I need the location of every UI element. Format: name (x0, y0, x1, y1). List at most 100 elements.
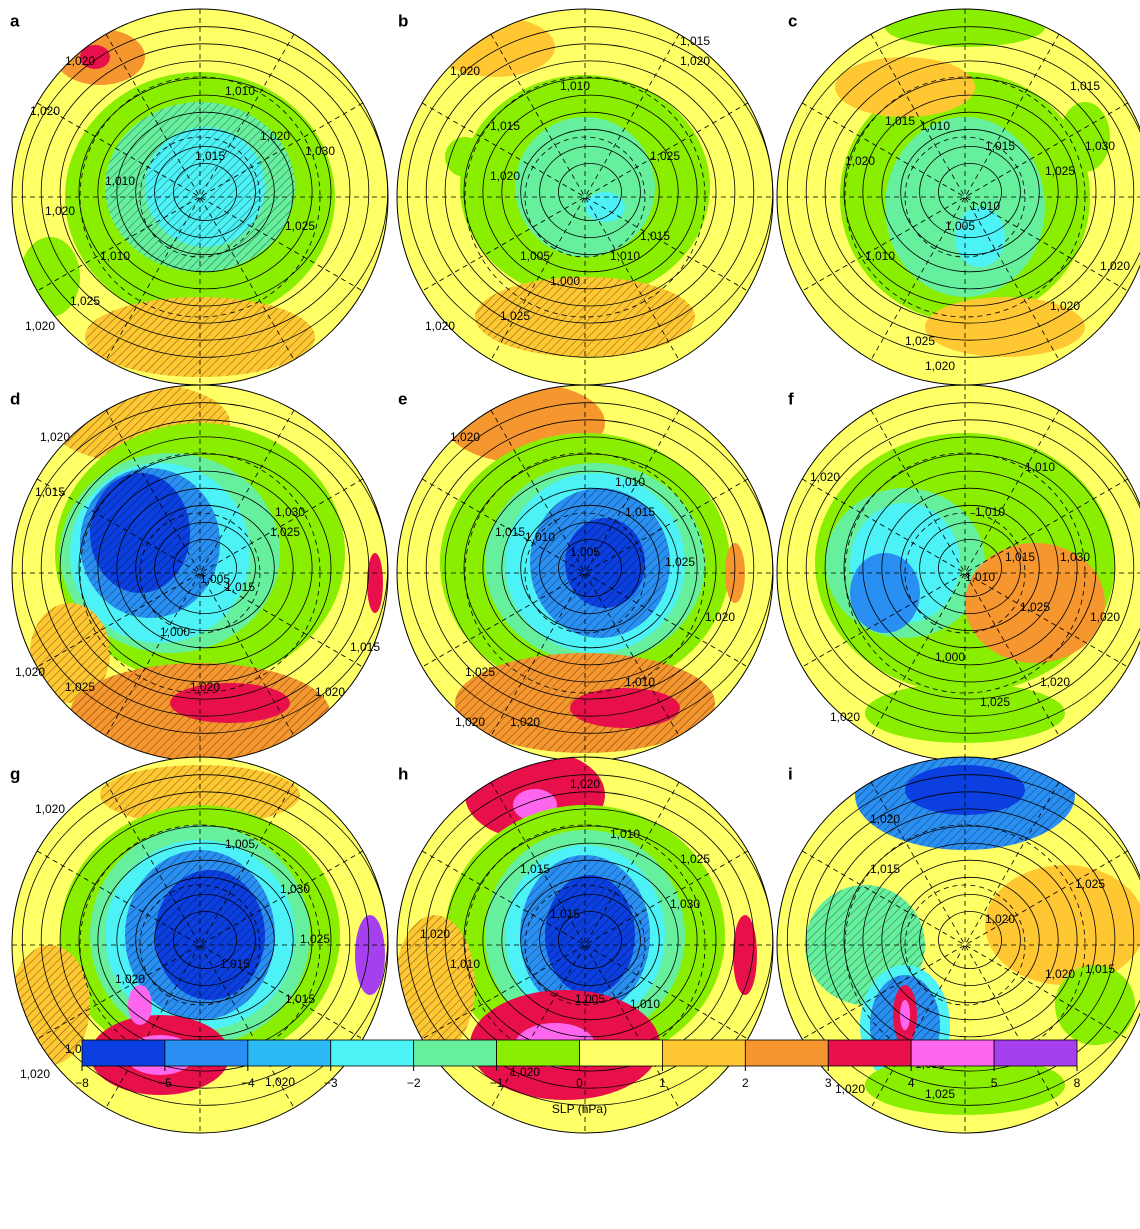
contour-label: 1,010 (225, 84, 255, 98)
contour-label: 1,030 (305, 144, 335, 158)
contour-label: 1,020 (680, 54, 710, 68)
colorbar-tick-label: −3 (324, 1076, 338, 1090)
contour-label: 1,025 (665, 555, 695, 569)
contour-label: 1,020 (1050, 299, 1080, 313)
contour-label: 1,010 (610, 249, 640, 263)
colorbar-swatch (911, 1040, 994, 1066)
colorbar-tick-label: 1 (659, 1076, 666, 1090)
contour-label: 1,025 (1075, 877, 1105, 891)
contour-label: 1,015 (490, 119, 520, 133)
colorbar-swatch (994, 1040, 1077, 1066)
contour-label: 1,015 (225, 580, 255, 594)
map-panel: 1,0201,0101,0251,0151,0151,0301,0201,010… (395, 750, 773, 1133)
shading-region (850, 553, 920, 633)
contour-label: 1,020 (925, 359, 955, 373)
contour-label: 1,030 (1060, 550, 1090, 564)
contour-label: 1,000 (160, 625, 190, 639)
significance-hatching (545, 875, 635, 995)
contour-label: 1,020 (115, 972, 145, 986)
contour-label: 1,010 (100, 249, 130, 263)
colorbar-tick-label: 0 (576, 1076, 583, 1090)
contour-label: 1,015 (1085, 962, 1115, 976)
contour-label: 1,030 (280, 882, 310, 896)
contour-label: 1,015 (680, 34, 710, 48)
contour-label: 1,020 (35, 802, 65, 816)
colorbar-tick-label: 4 (908, 1076, 915, 1090)
shading-region (835, 57, 975, 117)
contour-label: 1,020 (45, 204, 75, 218)
contour-label: 1,020 (510, 715, 540, 729)
panel-letter: e (398, 389, 407, 408)
contour-label: 1,030 (1085, 139, 1115, 153)
contour-label: 1,020 (20, 1067, 50, 1081)
panel-letter: h (398, 764, 408, 783)
contour-label: 1,005 (945, 219, 975, 233)
colorbar-tick-label: −4 (241, 1076, 255, 1090)
contour-label: 1,015 (625, 505, 655, 519)
contour-label: 1,020 (25, 319, 55, 333)
contour-label: 1,020 (490, 169, 520, 183)
panel-letter: i (788, 764, 793, 783)
contour-label: 1,020 (455, 715, 485, 729)
page: {"panels": [ {"label": "a", "contour_lab… (0, 0, 1140, 1224)
contour-label: 1,030 (275, 505, 305, 519)
colorbar-swatch (248, 1040, 331, 1066)
colorbar-swatch (82, 1040, 165, 1066)
contour-label: 1,005 (225, 837, 255, 851)
contour-label: 1,020 (845, 154, 875, 168)
figure: 1,0201,0101,0201,0201,0301,0151,0101,020… (0, 0, 1140, 1224)
contour-label: 1,020 (510, 1065, 540, 1079)
contour-label: 1,025 (1045, 164, 1075, 178)
contour-label: 1,025 (65, 680, 95, 694)
panel-letter: c (788, 11, 797, 30)
contour-label: 1,010 (630, 997, 660, 1011)
panel-letter: g (10, 764, 20, 783)
contour-label: 1,010 (1025, 460, 1055, 474)
contour-label: 1,015 (285, 992, 315, 1006)
contour-label: 1,005 (575, 992, 605, 1006)
contour-label: 1,015 (350, 640, 380, 654)
shading-region (128, 985, 152, 1025)
map-panel: 1,0201,0101,0201,0201,0301,0151,0101,020… (12, 9, 388, 385)
contour-label: 1,020 (830, 710, 860, 724)
map-panel: 1,0151,0151,0101,0151,0301,0201,0251,010… (777, 7, 1140, 385)
contour-label: 1,015 (220, 957, 250, 971)
map-content (777, 7, 1140, 385)
colorbar-swatch (497, 1040, 580, 1066)
colorbar-swatch (414, 1040, 497, 1066)
contour-label: 1,010 (105, 174, 135, 188)
colorbar-tick-label: −2 (407, 1076, 421, 1090)
colorbar-title: SLP (hPa) (552, 1102, 607, 1116)
map-panel: 1,0201,0101,0151,0201,0151,0251,0201,015… (397, 9, 773, 385)
contour-label: 1,020 (1040, 675, 1070, 689)
contour-label: 1,025 (1020, 600, 1050, 614)
map-panel: 1,0201,0151,0301,0251,0051,0151,0001,020… (12, 383, 388, 763)
contour-label: 1,025 (465, 665, 495, 679)
panel-letter: a (10, 11, 20, 30)
map-panel: 1,0201,0101,0151,0151,0101,0251,0051,020… (397, 383, 773, 761)
contour-label: 1,020 (420, 927, 450, 941)
contour-label: 1,025 (270, 525, 300, 539)
map-content (777, 740, 1140, 1133)
contour-label: 1,005 (570, 545, 600, 559)
contour-label: 1,010 (525, 530, 555, 544)
map-panel: 1,0201,0151,0251,0201,0201,0151,0051,010… (777, 740, 1140, 1133)
contour-label: 1,015 (885, 114, 915, 128)
colorbar-swatch (662, 1040, 745, 1066)
contour-label: 1,025 (70, 294, 100, 308)
contour-label: 1,015 (520, 862, 550, 876)
contour-label: 1,020 (425, 319, 455, 333)
contour-label: 1,020 (705, 610, 735, 624)
contour-label: 1,015 (495, 525, 525, 539)
colorbar-tick-label: 5 (991, 1076, 998, 1090)
panel-letter: f (788, 389, 794, 408)
significance-hatching (145, 127, 265, 247)
contour-label: 1,020 (870, 812, 900, 826)
contour-label: 1,015 (550, 907, 580, 921)
contour-label: 1,020 (450, 64, 480, 78)
colorbar-tick-label: −1 (490, 1076, 504, 1090)
contour-label: 1,020 (450, 430, 480, 444)
colorbar-tick-label: 2 (742, 1076, 749, 1090)
shading-region (905, 765, 1025, 815)
